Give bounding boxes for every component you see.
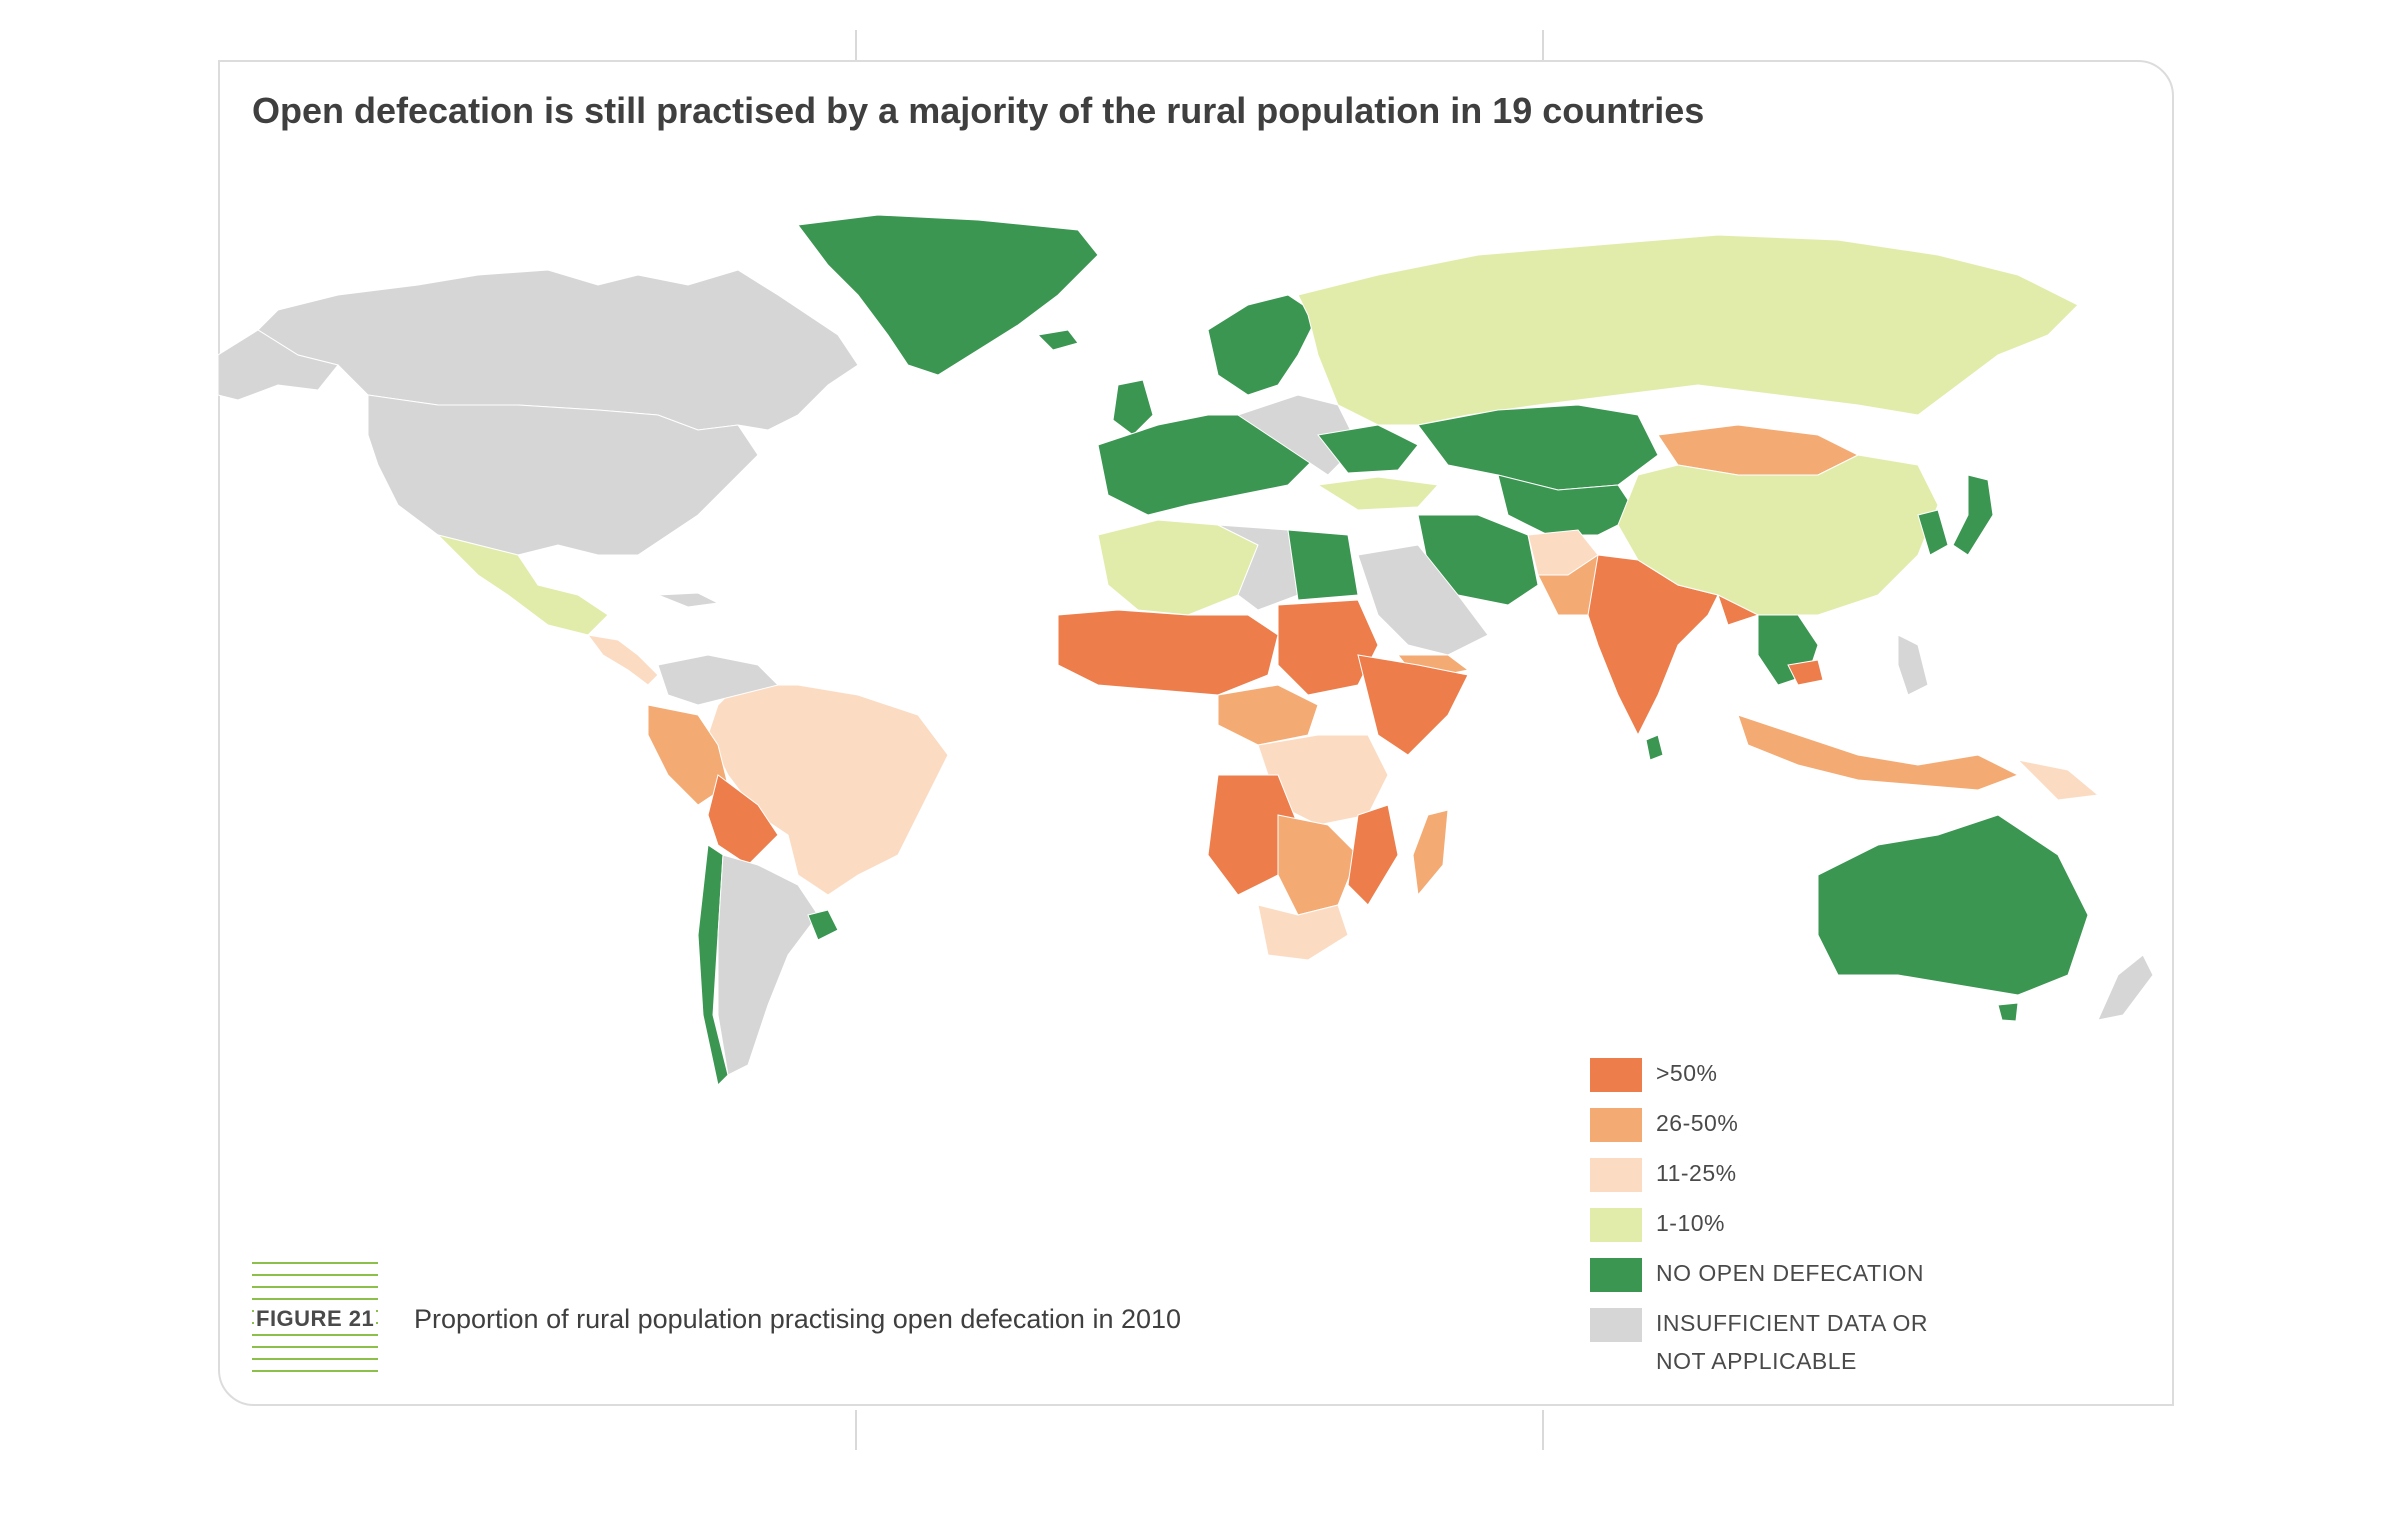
crop-mark-top-left [855,30,857,60]
map-region-mozambique [1347,804,1399,906]
map-region-greenland [797,215,1099,376]
map-region-uruguay [807,909,839,941]
map-region-iceland [1036,329,1079,351]
map-region-tasmania [1997,1002,2019,1022]
map-region-new-zealand [2097,954,2154,1021]
figure-rule [252,1358,378,1360]
map-region-russia [1297,234,2079,426]
legend-label-11-25: 11-25% [1656,1160,1737,1186]
map-region-ukraine [1317,424,1419,474]
figure-rule [252,1286,378,1288]
legend-swatch-1-10 [1590,1208,1642,1242]
figure-rule [252,1370,378,1372]
world-map [218,215,2154,1087]
map-region-scandinavia [1207,294,1319,396]
map-title: Open defecation is still practised by a … [252,90,1705,131]
map-region-saudi-arabia [1357,544,1489,656]
legend-swatch-insufficient-data [1590,1308,1642,1342]
legend-label-1-10: 1-10% [1656,1210,1725,1236]
map-region-philippines [1897,634,1929,696]
map-region-colombia-venezuela [657,654,779,706]
figure-rule [252,1346,378,1348]
legend-swatch-over-50 [1590,1058,1642,1092]
map-region-papua [2016,759,2100,801]
legend-swatch-no-open-defecation [1590,1258,1642,1292]
map-region-caribbean [657,592,720,608]
map-region-australia [1817,814,2089,996]
map-region-turkey [1316,476,1440,511]
map-region-madagascar [1412,809,1449,897]
legend-swatch-26-50 [1590,1108,1642,1142]
map-region-southern-africa [1277,814,1359,916]
legend-swatch-11-25 [1590,1158,1642,1192]
map-region-korea [1917,509,1949,556]
map-region-central-america [586,634,659,686]
map-region-sri-lanka [1645,734,1664,761]
map-region-canada [257,269,859,431]
map-region-central-africa [1217,684,1319,746]
figure-rule [252,1262,378,1264]
map-region-kazakhstan [1417,404,1659,491]
map-region-egypt [1287,529,1359,601]
map-region-sudan [1277,599,1379,696]
map-region-indonesia [1737,714,2020,791]
figure-label: FIGURE 21 [254,1306,377,1332]
legend-label-over-50: >50% [1656,1060,1718,1086]
map-region-western-europe [1097,414,1319,516]
map-region-china [1617,454,1939,616]
map-region-ethiopia-somalia [1357,654,1469,756]
figure-rule [252,1274,378,1276]
map-region-united-states [367,394,759,556]
map-region-south-africa [1257,904,1349,961]
figure-rule [252,1334,378,1336]
crop-mark-bottom-right [1542,1410,1544,1450]
map-region-mexico [436,534,609,636]
map-region-cambodia [1787,659,1824,686]
legend-label-26-50: 26-50% [1656,1110,1739,1136]
map-region-argentina [717,854,819,1076]
map-region-sahel-west [1057,609,1279,696]
map-region-japan [1952,474,1994,556]
map-region-north-africa [1097,519,1259,616]
figure-rule [252,1298,378,1300]
crop-mark-bottom-left [855,1410,857,1450]
figure-caption: Proportion of rural population practisin… [414,1304,1182,1334]
legend-label-not-applicable: NOT APPLICABLE [1656,1348,1857,1374]
map-region-uk [1112,379,1154,436]
crop-mark-top-right [1542,30,1544,60]
legend-label-insufficient-data: INSUFFICIENT DATA OR [1656,1310,1928,1336]
map-region-alaska [218,329,339,401]
legend-label-no-open-defecation: NO OPEN DEFECATION [1656,1260,1924,1286]
